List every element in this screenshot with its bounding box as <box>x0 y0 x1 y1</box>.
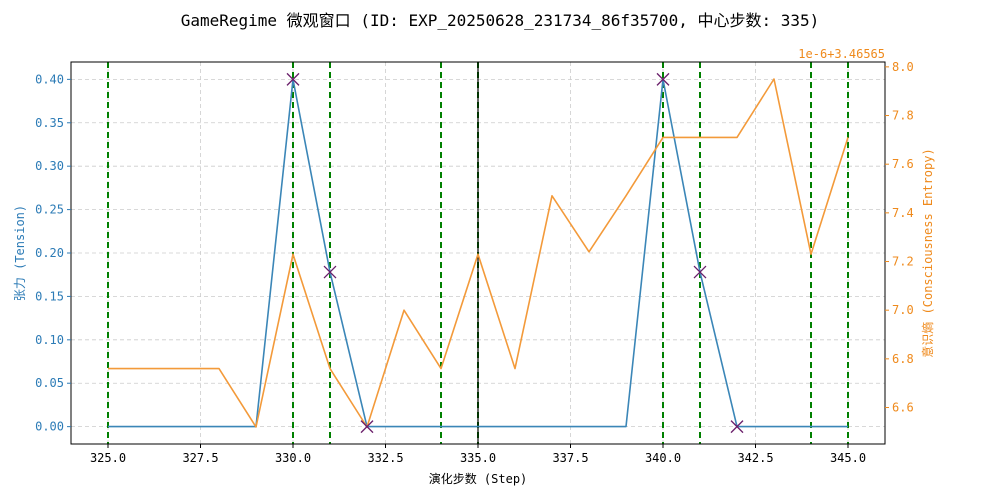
y-left-tick-label: 0.35 <box>35 116 64 130</box>
peak-marker-stroke <box>656 72 670 86</box>
y-axis-right: 6.6 6.8 7.0 7.2 7.4 7.6 7.8 8.0 <box>885 60 914 415</box>
y-left-tick-label: 0.25 <box>35 203 64 217</box>
x-tick-label: 340.0 <box>645 451 681 465</box>
y-right-tick-label: 7.8 <box>892 109 914 123</box>
peak-markers <box>286 72 744 434</box>
peak-marker <box>656 72 670 86</box>
y-axis-right-label: 意识熵 (Consciousness Entropy) <box>920 148 935 357</box>
peak-marker <box>323 265 337 279</box>
peak-marker <box>360 420 374 434</box>
entropy-line <box>108 78 849 428</box>
x-tick-label: 332.5 <box>367 451 403 465</box>
x-tick-label: 345.0 <box>830 451 866 465</box>
y-right-tick-label: 7.2 <box>892 255 914 269</box>
tension-line <box>108 78 848 428</box>
peak-marker-stroke <box>323 265 337 279</box>
x-tick-label: 337.5 <box>552 451 588 465</box>
peak-marker-stroke <box>730 420 744 434</box>
peak-marker <box>286 72 300 86</box>
y-left-tick-label: 0.10 <box>35 333 64 347</box>
y-axis-right-offset-label: 1e-6+3.46565 <box>798 47 885 61</box>
y-left-tick-label: 0.20 <box>35 246 64 260</box>
x-tick-label: 327.5 <box>182 451 218 465</box>
y-left-tick-label: 0.40 <box>35 72 64 86</box>
y-right-tick-label: 7.4 <box>892 206 914 220</box>
peak-marker-stroke <box>286 72 300 86</box>
x-tick-label: 325.0 <box>90 451 126 465</box>
y-axis-left: 0.00 0.05 0.10 0.15 0.20 0.25 0.30 0.35 0.40 <box>35 72 71 434</box>
peak-marker-stroke <box>360 420 374 434</box>
x-axis-label: 演化步数 (Step) <box>429 471 528 486</box>
x-tick-label: 335.0 <box>460 451 496 465</box>
x-axis: 325.0 327.5 330.0 332.5 335.0 337.5 340.0 342.5… <box>90 444 866 465</box>
y-left-tick-label: 0.15 <box>35 289 64 303</box>
peak-marker <box>730 420 744 434</box>
y-right-tick-label: 6.8 <box>892 352 914 366</box>
y-right-tick-label: 7.0 <box>892 303 914 317</box>
peak-marker <box>693 265 707 279</box>
y-right-tick-label: 8.0 <box>892 60 914 74</box>
series-lines <box>108 78 849 428</box>
y-axis-left-label: 张力 (Tension) <box>13 205 27 301</box>
x-tick-label: 330.0 <box>275 451 311 465</box>
y-right-tick-label: 7.6 <box>892 157 914 171</box>
peak-marker-stroke <box>693 265 707 279</box>
y-left-tick-label: 0.30 <box>35 159 64 173</box>
chart-title: GameRegime 微观窗口 (ID: EXP_20250628_231734… <box>181 11 820 30</box>
y-left-tick-label: 0.00 <box>35 420 64 434</box>
y-right-tick-label: 6.6 <box>892 401 914 415</box>
x-tick-label: 342.5 <box>737 451 773 465</box>
y-left-tick-label: 0.05 <box>35 376 64 390</box>
